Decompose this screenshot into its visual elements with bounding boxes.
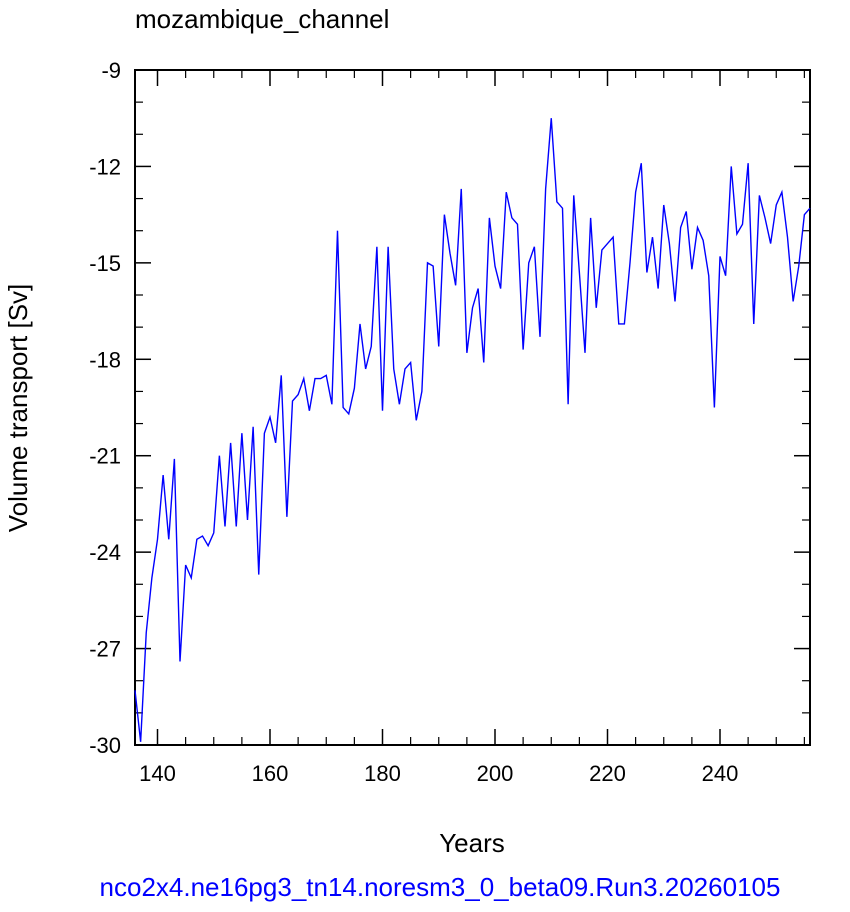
series-line bbox=[134, 118, 811, 742]
y-tick-label: -15 bbox=[89, 251, 121, 276]
y-tick-label: -24 bbox=[89, 540, 121, 565]
y-tick-label: -21 bbox=[89, 444, 121, 469]
x-axis: 140 160 180 200 220 240 bbox=[139, 70, 805, 786]
y-tick-label: -12 bbox=[89, 154, 121, 179]
x-tick-label: 140 bbox=[139, 761, 176, 786]
x-tick-label: 240 bbox=[702, 761, 739, 786]
y-axis-title: Volume transport [Sv] bbox=[3, 284, 33, 533]
y-tick-label: -30 bbox=[89, 733, 121, 758]
y-axis: -30 -27 -24 -21 -18 -15 -12 -9 bbox=[89, 58, 810, 758]
plot-frame bbox=[134, 69, 811, 746]
x-tick-label: 220 bbox=[589, 761, 626, 786]
run-identifier-footer: nco2x4.ne16pg3_tn14.noresm3_0_beta09.Run… bbox=[100, 872, 781, 902]
plot-area: -30 -27 -24 -21 -18 -15 -12 -9 140 160 180 200 220 2… bbox=[89, 58, 811, 786]
x-axis-title: Years bbox=[439, 828, 505, 858]
x-tick-label: 180 bbox=[364, 761, 401, 786]
x-tick-label: 200 bbox=[477, 761, 514, 786]
y-tick-label: -18 bbox=[89, 347, 121, 372]
y-tick-label: -27 bbox=[89, 637, 121, 662]
chart-title: mozambique_channel bbox=[135, 4, 389, 34]
y-tick-label: -9 bbox=[101, 58, 121, 83]
x-tick-label: 160 bbox=[252, 761, 289, 786]
